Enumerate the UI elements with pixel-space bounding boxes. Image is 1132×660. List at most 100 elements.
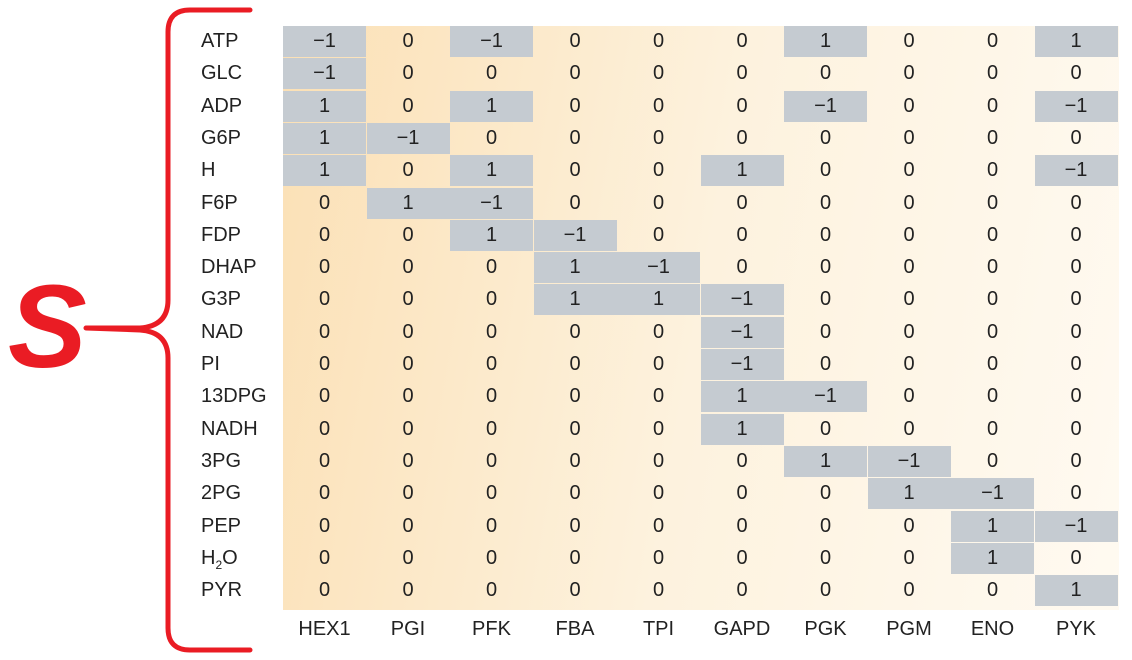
matrix-cell: 0 xyxy=(819,191,832,214)
matrix-cell: 0 xyxy=(736,62,748,85)
matrix-cell: −1 xyxy=(1034,510,1118,542)
matrix-cell: 0 xyxy=(569,385,581,408)
matrix-cell: 0 xyxy=(1070,449,1082,472)
matrix-cell: 0 xyxy=(569,579,581,602)
matrix-cell: 0 xyxy=(485,126,498,149)
matrix-cell: −1 xyxy=(1034,90,1118,122)
matrix-cell: 0 xyxy=(318,191,331,214)
matrix-cell: 0 xyxy=(485,546,498,569)
matrix-cell: 0 xyxy=(903,62,915,85)
matrix-cell: 0 xyxy=(903,353,915,375)
metabolite-label: NAD xyxy=(201,320,244,343)
matrix-cell: 0 xyxy=(1070,62,1082,85)
matrix-cell: 0 xyxy=(819,417,832,440)
matrix-cell: 0 xyxy=(819,320,832,343)
metabolite-label: H xyxy=(201,159,216,182)
matrix-cell: 0 xyxy=(652,449,665,472)
matrix-cell: 0 xyxy=(569,126,581,149)
matrix-cell: 1 xyxy=(700,413,784,445)
matrix-cell: 0 xyxy=(1070,353,1082,375)
matrix-cell: 0 xyxy=(318,482,331,505)
matrix-cell: 0 xyxy=(819,256,832,279)
matrix-cell: 0 xyxy=(402,353,414,375)
matrix-cell: 0 xyxy=(485,579,498,602)
matrix-cell: 0 xyxy=(903,94,915,117)
matrix-cell: 0 xyxy=(318,223,331,246)
matrix-cell: 0 xyxy=(402,256,414,279)
matrix-cell: −1 xyxy=(533,219,617,251)
matrix-cell: 0 xyxy=(819,514,832,537)
matrix-cell: 0 xyxy=(318,449,331,472)
metabolite-label: G3P xyxy=(201,288,242,311)
metabolite-label: PYR xyxy=(201,579,243,602)
matrix-cell: 0 xyxy=(986,94,999,117)
matrix-cell: 0 xyxy=(318,514,331,537)
matrix-cell: 0 xyxy=(819,482,832,505)
matrix-cell: 0 xyxy=(986,126,999,149)
matrix-cell: 0 xyxy=(986,191,999,214)
matrix-cell: 0 xyxy=(736,546,748,569)
matrix-cell: 0 xyxy=(652,94,665,117)
matrix-cell: 0 xyxy=(819,579,832,602)
matrix-cell: 0 xyxy=(318,579,331,602)
matrix-cell: 0 xyxy=(569,482,581,505)
matrix-cell: 0 xyxy=(903,417,915,440)
matrix-cell: −1 xyxy=(1034,155,1118,187)
matrix-cell: 0 xyxy=(652,159,665,182)
metabolite-label: 13DPG xyxy=(201,385,267,408)
matrix-cell: 0 xyxy=(569,353,581,375)
matrix-cell: 0 xyxy=(569,449,581,472)
matrix-cell: 0 xyxy=(736,449,748,472)
matrix-cell: 0 xyxy=(318,417,331,440)
matrix-cell: 1 xyxy=(533,284,617,316)
matrix-cell: 1 xyxy=(283,122,366,154)
matrix-cell: 0 xyxy=(652,320,665,343)
matrix-cell: −1 xyxy=(784,381,867,413)
matrix-cell: −1 xyxy=(951,478,1034,510)
matrix-cell: 0 xyxy=(819,288,832,311)
matrix-cell: 1 xyxy=(1034,575,1118,607)
metabolite-label: H2O xyxy=(201,546,238,572)
matrix-cell: 0 xyxy=(736,191,748,214)
matrix-cell: 1 xyxy=(951,542,1034,574)
matrix-cell: 0 xyxy=(569,30,581,52)
matrix-cell: −1 xyxy=(450,187,533,219)
metabolite-label: NADH xyxy=(201,417,258,440)
matrix-cell: 0 xyxy=(819,62,832,85)
reaction-label: PFK xyxy=(472,618,511,640)
reaction-label: ENO xyxy=(970,618,1015,640)
matrix-cell: 0 xyxy=(402,579,414,602)
matrix-cell: 1 xyxy=(450,219,533,251)
matrix-cell: 0 xyxy=(485,514,498,537)
matrix-cell: 0 xyxy=(569,514,581,537)
matrix-cell: 0 xyxy=(819,159,832,182)
matrix-cell: 0 xyxy=(986,288,999,311)
matrix-cell: 0 xyxy=(318,385,331,408)
matrix-cell: −1 xyxy=(617,252,700,284)
matrix-cell: 0 xyxy=(402,385,414,408)
matrix-cell: 1 xyxy=(951,510,1034,542)
matrix-cell: 0 xyxy=(485,288,498,311)
metabolite-label: 3PG xyxy=(201,449,242,472)
matrix-cell: 0 xyxy=(569,94,581,117)
matrix-cell: 0 xyxy=(736,514,748,537)
matrix-cell: 0 xyxy=(1070,223,1082,246)
matrix-cell: 0 xyxy=(485,320,498,343)
matrix-cell: 0 xyxy=(652,385,665,408)
matrix-cell: 1 xyxy=(700,381,784,413)
matrix-cell: 0 xyxy=(1070,256,1082,279)
reaction-label: PGI xyxy=(390,618,426,640)
matrix-cell: 0 xyxy=(652,191,665,214)
matrix-cell: 0 xyxy=(1070,126,1082,149)
matrix-cell: 0 xyxy=(402,30,414,52)
matrix-cell: 0 xyxy=(986,385,999,408)
matrix-cell: 0 xyxy=(986,30,999,52)
reaction-label: PGM xyxy=(886,618,932,640)
matrix-cell: 0 xyxy=(318,546,331,569)
matrix-cell: −1 xyxy=(867,445,951,477)
matrix-cell: 0 xyxy=(402,62,414,85)
matrix-cell: 1 xyxy=(700,155,784,187)
metabolite-label: 2PG xyxy=(201,482,242,505)
matrix-cell: 0 xyxy=(569,417,581,440)
reaction-label: GAPD xyxy=(713,618,771,640)
